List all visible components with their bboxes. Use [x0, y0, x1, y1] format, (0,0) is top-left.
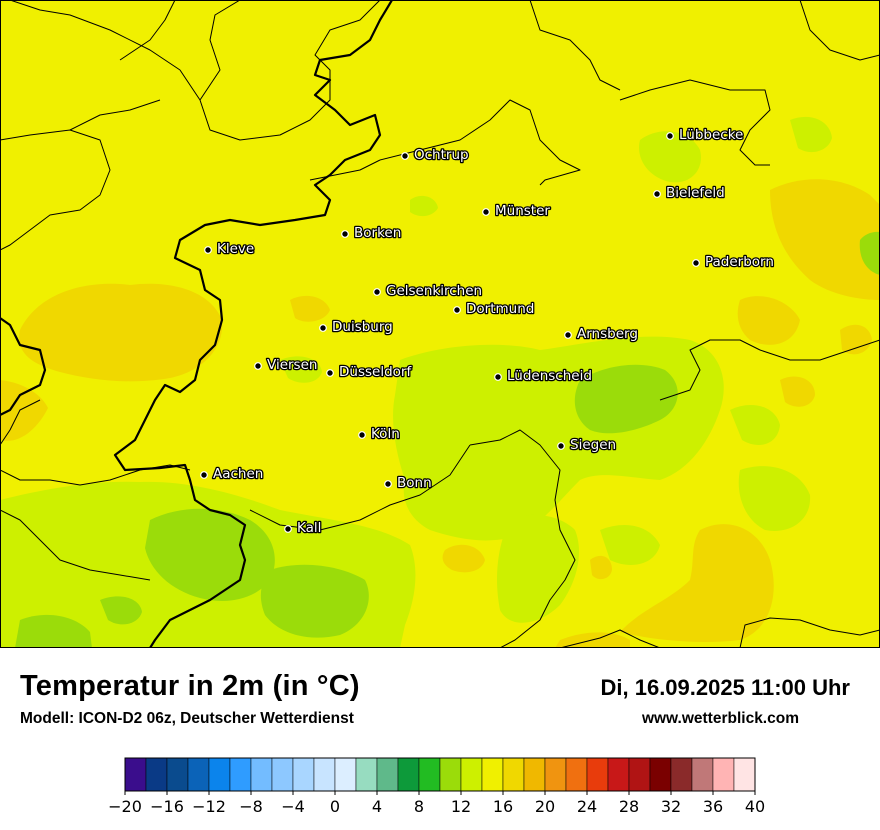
city-label: Kleve — [217, 241, 254, 257]
city-label: Bonn — [397, 475, 432, 491]
city-marker: Kall — [284, 519, 323, 537]
city-label: Ochtrup — [414, 147, 469, 163]
city-label: Dortmund — [466, 301, 534, 317]
legend-tick-label: 16 — [493, 797, 513, 816]
city-marker: Gelsenkirchen — [373, 282, 483, 300]
city-label: Köln — [371, 426, 400, 442]
city-marker: Bonn — [384, 474, 433, 492]
legend-swatch — [250, 757, 273, 792]
legend-tick-label: 28 — [619, 797, 639, 816]
legend-swatch — [670, 757, 693, 792]
legend-tick-label: 24 — [577, 797, 597, 816]
legend-frame — [124, 757, 756, 792]
city-label: Lüdenscheid — [507, 368, 592, 384]
legend-swatch — [355, 757, 378, 792]
temperature-map: Lübbecke Ochtrup Bielefeld Münster Borke… — [0, 0, 880, 648]
legend-swatch — [439, 757, 462, 792]
legend-tick-label: 4 — [372, 797, 382, 816]
city-label: Siegen — [570, 437, 616, 453]
legend-swatch — [712, 757, 735, 792]
legend-swatch — [607, 757, 630, 792]
legend-tick-label: 32 — [661, 797, 681, 816]
legend-tick-label: −12 — [192, 797, 226, 816]
legend-tick-label: 20 — [535, 797, 555, 816]
legend-tick-label: −16 — [150, 797, 184, 816]
legend-swatch — [628, 757, 651, 792]
city-markers: Lübbecke Ochtrup Bielefeld Münster Borke… — [200, 126, 775, 537]
legend-tick-label: −20 — [108, 797, 142, 816]
city-label: Viersen — [267, 357, 317, 373]
legend-swatch — [544, 757, 567, 792]
legend-tick-label: 40 — [745, 797, 765, 816]
legend-swatch — [166, 757, 189, 792]
legend-swatch — [145, 757, 168, 792]
legend-swatch — [523, 757, 546, 792]
legend-swatch — [334, 757, 357, 792]
city-label: Bielefeld — [666, 185, 725, 201]
city-marker: Aachen — [200, 465, 265, 483]
legend-swatch — [208, 757, 231, 792]
national-border — [0, 0, 393, 648]
city-marker: Borken — [341, 224, 403, 242]
legend-swatch — [733, 757, 756, 792]
city-marker: Kleve — [204, 240, 256, 258]
legend-swatch — [502, 757, 525, 792]
legend-swatch — [229, 757, 252, 792]
warm-zones — [0, 179, 880, 648]
legend-tick-label: 12 — [451, 797, 471, 816]
website-credit: www.wetterblick.com — [641, 710, 799, 727]
legend-swatch — [460, 757, 483, 792]
legend-swatch — [313, 757, 336, 792]
city-marker: Paderborn — [692, 253, 775, 271]
city-label: Aachen — [213, 466, 263, 482]
legend-swatch — [649, 757, 672, 792]
legend-tick-label: −4 — [281, 797, 305, 816]
legend-swatch — [271, 757, 294, 792]
legend-swatch — [376, 757, 399, 792]
city-label: Düsseldorf — [339, 364, 412, 380]
legend-swatch — [565, 757, 588, 792]
city-marker: Arnsberg — [564, 325, 639, 343]
map-title: Temperatur in 2m (in °C) — [20, 670, 360, 702]
forecast-datetime: Di, 16.09.2025 11:00 Uhr — [600, 675, 851, 700]
city-marker: Duisburg — [319, 318, 394, 336]
city-label: Lübbecke — [679, 127, 743, 143]
city-marker: Ochtrup — [401, 146, 470, 164]
legend-swatch — [124, 757, 147, 792]
city-marker: Köln — [358, 425, 401, 443]
city-label: Duisburg — [332, 319, 393, 335]
city-marker: Viersen — [254, 356, 319, 374]
legend-swatch — [397, 757, 420, 792]
legend-swatch — [586, 757, 609, 792]
legend-swatch — [292, 757, 315, 792]
city-label: Münster — [495, 203, 550, 219]
legend-swatch — [418, 757, 441, 792]
model-info: Modell: ICON-D2 06z, Deutscher Wetterdie… — [20, 710, 354, 727]
city-label: Arnsberg — [577, 326, 638, 342]
legend-ticks: −20 −16 −12 −8 −4 0 4 8 12 16 20 24 28 32 36 40 — [108, 791, 765, 816]
city-marker: Münster — [482, 202, 552, 220]
legend-tick-label: −8 — [239, 797, 263, 816]
city-marker: Dortmund — [453, 300, 536, 318]
city-marker: Lüdenscheid — [494, 367, 593, 385]
city-label: Kall — [297, 520, 321, 536]
city-marker: Lübbecke — [666, 126, 745, 144]
legend-swatch — [187, 757, 210, 792]
legend-swatch — [481, 757, 504, 792]
city-label: Paderborn — [705, 254, 774, 270]
color-legend: −20 −16 −12 −8 −4 0 4 8 12 16 20 24 28 32 36 40 — [108, 757, 765, 816]
legend-tick-label: 0 — [330, 797, 340, 816]
legend-swatch — [691, 757, 714, 792]
legend-tick-label: 8 — [414, 797, 424, 816]
city-label: Gelsenkirchen — [386, 283, 482, 299]
city-marker: Bielefeld — [653, 184, 726, 202]
city-marker: Siegen — [557, 436, 617, 454]
city-label: Borken — [354, 225, 401, 241]
legend-tick-label: 36 — [703, 797, 723, 816]
city-marker: Düsseldorf — [326, 363, 414, 381]
legend-swatches — [124, 757, 756, 792]
